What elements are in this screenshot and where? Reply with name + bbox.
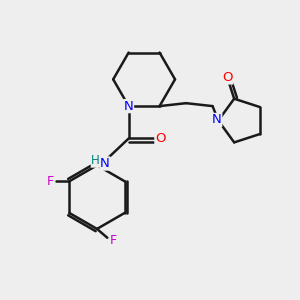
- Text: F: F: [47, 175, 54, 188]
- Text: F: F: [110, 234, 117, 247]
- Text: N: N: [212, 113, 222, 127]
- Text: N: N: [100, 157, 110, 170]
- Text: N: N: [124, 100, 134, 112]
- Text: O: O: [155, 132, 165, 145]
- Text: H: H: [91, 154, 100, 167]
- Text: O: O: [223, 71, 233, 84]
